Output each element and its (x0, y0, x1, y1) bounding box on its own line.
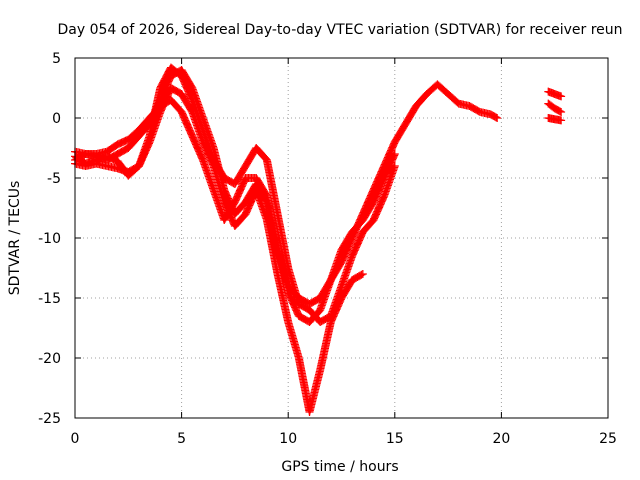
data-point-marker (390, 162, 399, 170)
x-tick-label: 15 (386, 431, 404, 447)
data-point-marker (358, 270, 367, 278)
y-tick-label: 0 (52, 111, 61, 127)
grid-layer (75, 58, 608, 418)
data-series-track-c (71, 63, 399, 326)
y-tick-label: -25 (38, 411, 61, 427)
tick-layer: 0 5 10 15 20 25 5 0 -5 -10 -15 -20 -25 (38, 51, 617, 447)
data-point-marker (493, 114, 502, 122)
data-point-marker (357, 270, 366, 279)
data-point-marker (557, 116, 566, 125)
data-point-marker (557, 108, 566, 116)
data-point-marker (491, 113, 500, 122)
y-tick-label: -10 (38, 231, 61, 247)
data-point-marker (557, 92, 566, 101)
y-tick-label: 5 (52, 51, 61, 67)
data-point-marker (555, 107, 564, 116)
data-series-track-d (71, 96, 399, 326)
x-tick-label: 0 (71, 431, 80, 447)
y-tick-label: -20 (38, 351, 61, 367)
chart-title: Day 054 of 2026, Sidereal Day-to-day VTE… (57, 22, 622, 38)
x-tick-label: 25 (599, 431, 617, 447)
data-series-track-e (544, 87, 566, 101)
data-point-marker (390, 150, 399, 158)
y-tick-label: -15 (38, 291, 61, 307)
y-axis-label: SDTVAR / TECUs (7, 181, 23, 296)
data-layer (71, 63, 566, 416)
data-series-track-g (544, 114, 566, 125)
x-tick-label: 10 (279, 431, 297, 447)
y-tick-label: -5 (47, 171, 61, 187)
x-tick-label: 5 (177, 431, 186, 447)
x-axis-label: GPS time / hours (281, 459, 398, 475)
data-series-track-f (544, 99, 566, 116)
x-tick-label: 20 (492, 431, 510, 447)
